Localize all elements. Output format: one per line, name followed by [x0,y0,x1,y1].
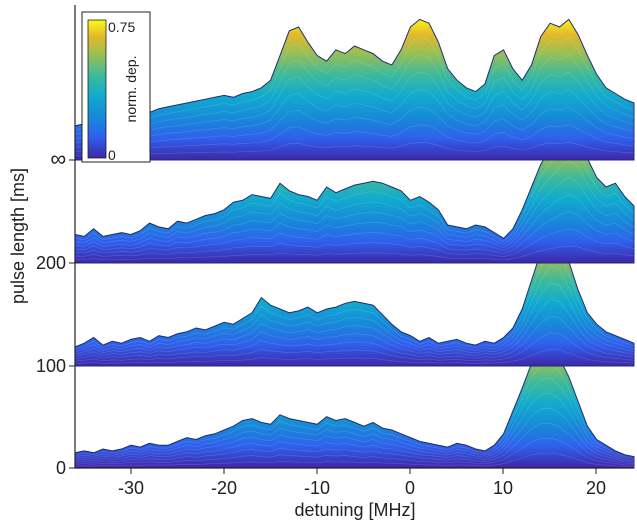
x-tick-label: -30 [118,478,144,498]
colorbar: 0.75 0 norm. dep. [81,11,151,163]
colorbar-gradient [87,19,107,159]
x-tick-label: 0 [405,478,415,498]
y-tick-label: 200 [36,253,66,273]
colorbar-max-label: 0.75 [108,19,135,35]
colorbar-label: norm. dep. [123,56,139,123]
surface-mesh-1 [74,249,635,364]
surface-mesh-0 [74,362,635,467]
y-ticks: 0 100 200 ∞ [36,146,75,478]
colorbar-min-label: 0 [108,147,116,163]
waterfall-area-3 [74,18,635,161]
x-ticks: -30 -20 -10 0 10 20 [118,468,606,498]
surface-mesh-2 [74,142,635,261]
surface-mesh-3 [74,36,635,156]
y-axis-label: pulse length [ms] [8,168,28,304]
x-axis-label: detuning [MHz] [294,500,415,520]
y-tick-label: ∞ [50,146,66,171]
x-tick-label: 10 [493,478,513,498]
x-tick-label: 20 [586,478,606,498]
x-tick-label: -10 [304,478,330,498]
y-tick-label: 100 [36,356,66,376]
y-tick-label: 0 [56,458,66,478]
waterfall-panels [74,18,635,469]
x-tick-label: -20 [211,478,237,498]
